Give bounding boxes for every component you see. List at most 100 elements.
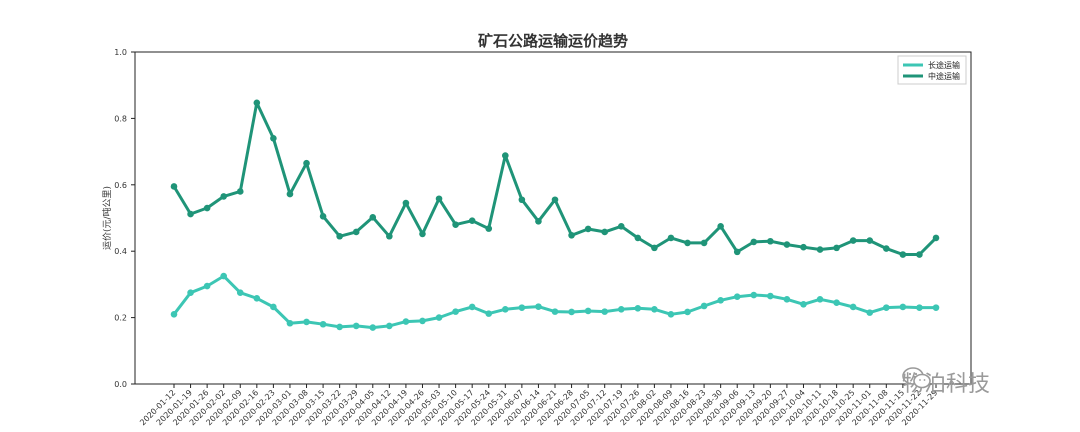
data-point bbox=[932, 304, 940, 311]
data-point bbox=[220, 272, 227, 280]
data-point bbox=[386, 322, 393, 330]
data-point bbox=[733, 248, 741, 256]
data-point bbox=[899, 251, 907, 258]
y-tick-label: 0.8 bbox=[114, 114, 127, 123]
data-point bbox=[883, 304, 890, 311]
data-point bbox=[932, 234, 940, 242]
data-point bbox=[502, 306, 509, 313]
data-point bbox=[419, 317, 426, 325]
data-point bbox=[270, 135, 277, 142]
data-point bbox=[435, 195, 443, 203]
data-point bbox=[468, 217, 476, 224]
legend-box bbox=[897, 55, 967, 85]
data-point bbox=[452, 221, 459, 228]
series-0 bbox=[170, 272, 940, 331]
y-tick-label: 0.0 bbox=[114, 380, 127, 389]
data-point bbox=[750, 291, 758, 299]
data-point bbox=[518, 304, 526, 311]
data-point bbox=[286, 319, 294, 327]
legend-label: 长途运输 bbox=[928, 60, 960, 70]
data-point bbox=[800, 301, 807, 308]
data-point bbox=[783, 241, 791, 248]
data-point bbox=[468, 303, 476, 311]
data-point bbox=[833, 244, 840, 252]
data-point bbox=[667, 310, 675, 318]
y-tick-label: 0.6 bbox=[114, 181, 127, 190]
chart-title: 矿石公路运输运价趋势 bbox=[478, 32, 628, 50]
data-point bbox=[651, 244, 658, 252]
data-point bbox=[502, 152, 509, 159]
data-point bbox=[717, 297, 724, 304]
data-point bbox=[386, 232, 393, 240]
data-point bbox=[866, 309, 874, 316]
data-point bbox=[203, 282, 211, 290]
data-point bbox=[667, 234, 675, 242]
data-point bbox=[634, 305, 642, 312]
plot-area bbox=[134, 51, 972, 385]
data-point bbox=[187, 289, 194, 297]
data-point bbox=[236, 188, 244, 195]
data-point bbox=[700, 239, 708, 247]
y-axis-label: 运价(元/吨公里) bbox=[101, 186, 113, 250]
data-point bbox=[535, 303, 542, 310]
data-point bbox=[899, 303, 907, 311]
data-point bbox=[617, 223, 625, 230]
data-point bbox=[849, 237, 857, 244]
data-point bbox=[684, 239, 691, 247]
data-point bbox=[518, 196, 526, 204]
data-point bbox=[286, 190, 294, 198]
data-point bbox=[800, 243, 807, 251]
data-point bbox=[485, 310, 493, 317]
data-point bbox=[601, 308, 608, 315]
data-point bbox=[435, 314, 443, 321]
data-point bbox=[568, 231, 575, 239]
data-point bbox=[849, 303, 857, 311]
series-1 bbox=[170, 99, 940, 258]
data-point bbox=[767, 292, 774, 300]
data-point bbox=[187, 210, 194, 218]
data-point bbox=[684, 308, 691, 316]
data-point bbox=[402, 318, 410, 325]
data-point bbox=[170, 310, 178, 318]
y-tick-label: 1.0 bbox=[114, 48, 127, 57]
data-point bbox=[253, 295, 261, 302]
data-point bbox=[816, 246, 824, 253]
data-point bbox=[916, 251, 923, 258]
data-point bbox=[336, 232, 343, 240]
data-point bbox=[700, 302, 708, 310]
data-point bbox=[485, 225, 493, 232]
data-point bbox=[220, 193, 227, 200]
data-point bbox=[750, 238, 758, 246]
data-point bbox=[783, 296, 791, 303]
y-tick-label: 0.2 bbox=[114, 314, 127, 323]
data-point bbox=[833, 299, 840, 306]
y-tick-label: 0.4 bbox=[114, 247, 127, 256]
series-line bbox=[172, 101, 938, 256]
data-point bbox=[767, 237, 774, 245]
data-point bbox=[617, 306, 625, 313]
data-point bbox=[568, 308, 575, 316]
legend-label: 中途运输 bbox=[928, 71, 960, 81]
data-point bbox=[601, 228, 608, 236]
data-point bbox=[535, 218, 542, 225]
data-point bbox=[402, 199, 410, 207]
data-point bbox=[369, 214, 377, 221]
data-point bbox=[816, 296, 824, 303]
data-point bbox=[253, 99, 261, 107]
data-point bbox=[303, 159, 310, 167]
data-point bbox=[203, 204, 211, 212]
data-point bbox=[336, 323, 343, 331]
data-point bbox=[236, 289, 244, 297]
data-point bbox=[866, 237, 874, 244]
data-point bbox=[584, 225, 592, 233]
data-point bbox=[584, 307, 592, 315]
data-point bbox=[352, 322, 360, 330]
data-point bbox=[170, 183, 178, 190]
data-point bbox=[352, 228, 360, 236]
data-point bbox=[303, 318, 310, 326]
data-point bbox=[733, 293, 741, 300]
data-point bbox=[369, 324, 377, 331]
data-point bbox=[916, 304, 923, 311]
data-point bbox=[319, 320, 327, 328]
